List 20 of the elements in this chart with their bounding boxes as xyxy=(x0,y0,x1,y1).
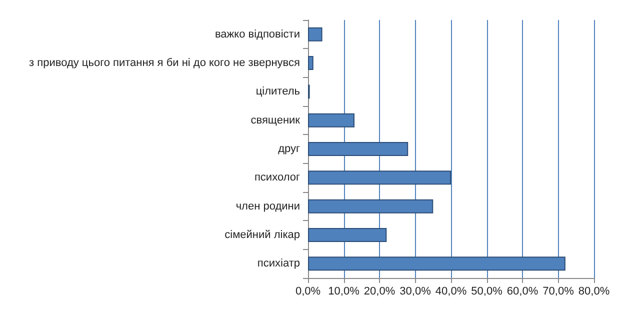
y-tick-label: сімейний лікар xyxy=(224,229,300,241)
y-tick-label: з приводу цього питання я би ні до кого не звернувся xyxy=(29,57,300,69)
x-tick-label: 60,0% xyxy=(506,286,538,298)
y-tick-label: психолог xyxy=(254,172,300,184)
x-tick-label: 40,0% xyxy=(435,286,467,298)
x-tick-label: 0,0% xyxy=(295,286,321,298)
x-tick-label: 30,0% xyxy=(400,286,432,298)
y-tick-label: член родини xyxy=(236,200,300,212)
x-tick-label: 80,0% xyxy=(578,286,610,298)
x-tick-label: 20,0% xyxy=(364,286,396,298)
y-tick-label: цілитель xyxy=(256,86,300,98)
y-tick-label: психіатр xyxy=(257,258,300,270)
x-tick-label: 10,0% xyxy=(328,286,360,298)
bar xyxy=(308,56,314,70)
y-tick-label: священик xyxy=(250,114,300,126)
y-tick-label: важко відповісти xyxy=(214,28,300,40)
y-tick-label: друг xyxy=(278,143,300,155)
bar xyxy=(308,27,322,42)
x-tick-label: 50,0% xyxy=(471,286,503,298)
x-tick-label: 70,0% xyxy=(542,286,574,298)
